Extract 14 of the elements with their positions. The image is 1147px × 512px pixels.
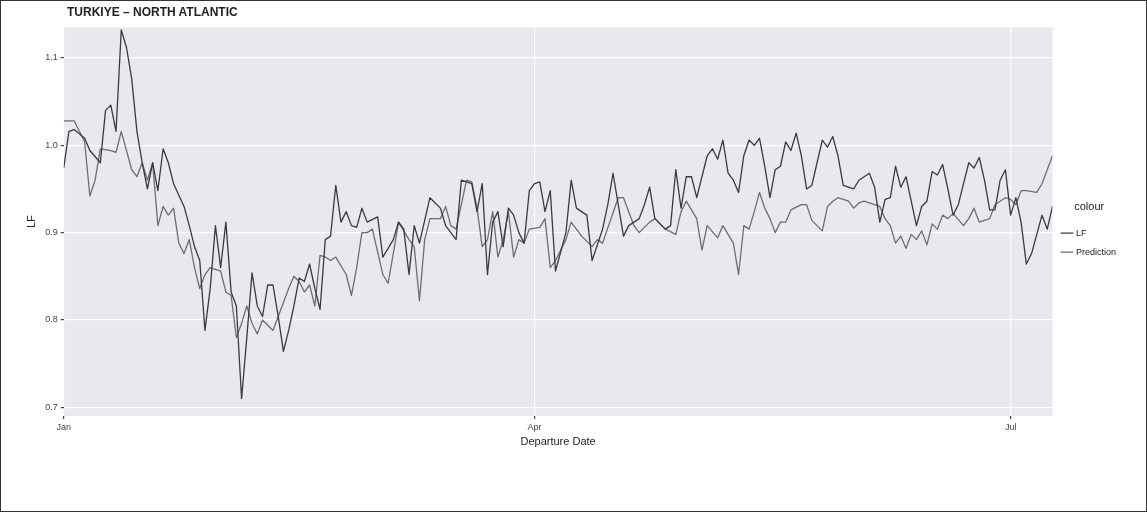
chart-title: TURKIYE – NORTH ATLANTIC bbox=[67, 5, 238, 19]
x-axis-title: Departure Date bbox=[520, 435, 596, 448]
y-tick-label: 1.0 bbox=[45, 139, 58, 150]
x-tick-label: Jul bbox=[1004, 421, 1017, 432]
legend-title: colour bbox=[1074, 199, 1105, 212]
y-tick-label: 0.7 bbox=[45, 401, 58, 412]
y-axis-title: LF bbox=[24, 215, 37, 229]
x-tick-label: Apr bbox=[527, 421, 542, 432]
y-tick-label: 0.9 bbox=[45, 227, 58, 238]
y-tick-label: 0.8 bbox=[45, 314, 58, 325]
legend-label: LF bbox=[1075, 227, 1087, 238]
y-tick-label: 1.1 bbox=[45, 52, 58, 63]
legend-label: Prediction bbox=[1075, 246, 1117, 257]
x-tick-label: Jan bbox=[56, 421, 71, 432]
